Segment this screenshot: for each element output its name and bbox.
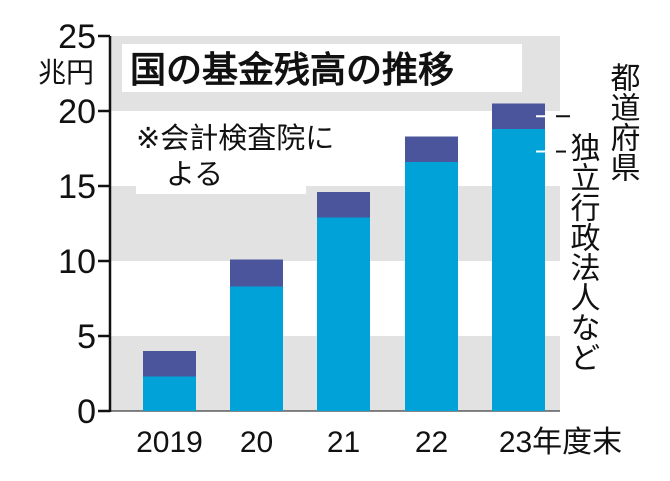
bar-prefectures (230, 259, 283, 287)
bar-independent-agencies (143, 376, 196, 411)
y-tick-label: 15 (58, 168, 96, 206)
x-tick-label: 20 (240, 426, 273, 459)
x-tick-label: 22 (415, 426, 448, 459)
x-tick-label: 2019 (136, 426, 203, 459)
x-tick-label: 23年度末 (499, 426, 622, 459)
y-tick-label: 20 (58, 93, 96, 131)
note-box (136, 118, 306, 194)
y-tick-label: 0 (77, 393, 96, 431)
bar-prefectures (143, 351, 196, 377)
note-text: よる (166, 157, 223, 191)
note-text: ※会計検査院に (136, 121, 334, 155)
y-tick-label: 5 (77, 318, 96, 356)
bar-prefectures (317, 192, 370, 218)
bar-independent-agencies (317, 217, 370, 411)
legend-prefectures: 都道府県 (605, 62, 641, 182)
unit-label: 兆円 (38, 56, 94, 89)
bar-independent-agencies (492, 129, 545, 411)
bar-prefectures (405, 136, 458, 162)
bar-independent-agencies (230, 286, 283, 411)
title-box (122, 44, 522, 92)
x-tick-label: 21 (327, 426, 360, 459)
y-tick-label: 25 (58, 18, 96, 56)
legend-independent-agencies: 独立行政法人など (565, 132, 601, 372)
chart-title: 国の基金残高の推移 (130, 49, 454, 91)
y-tick-label: 10 (58, 243, 96, 281)
bar-independent-agencies (405, 162, 458, 411)
